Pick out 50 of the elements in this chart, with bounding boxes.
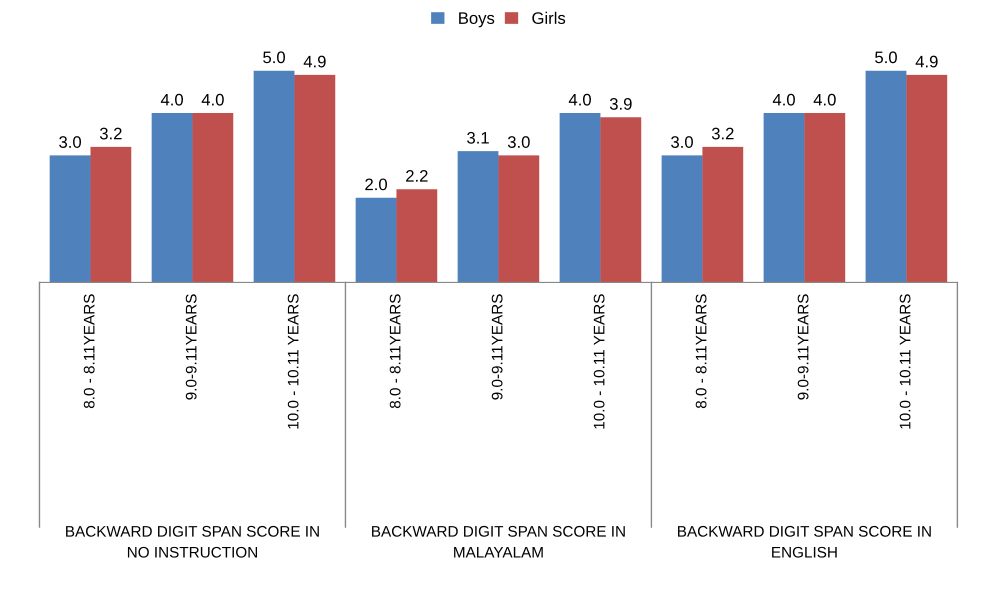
- text: BACKWARD DIGIT SPAN SCORE IN MALAYALAM: [372, 526, 625, 558]
- bar: [50, 155, 90, 282]
- data-label: 4.0: [160, 94, 183, 106]
- bar: [600, 117, 642, 282]
- legend-label: Boys: [459, 12, 494, 28]
- data-label: 4.0: [202, 94, 224, 106]
- bar: [356, 198, 396, 282]
- data-label: 3.0: [59, 136, 82, 148]
- data-label: 4.9: [304, 56, 326, 68]
- bar: [804, 113, 846, 282]
- data-label: 3.9: [610, 98, 632, 110]
- data-label: 3.0: [508, 136, 530, 148]
- bar: [662, 155, 702, 282]
- bar: [152, 113, 192, 282]
- data-label: 4.0: [814, 94, 836, 106]
- data-label: 3.1: [467, 132, 489, 144]
- x-tick-label: 10.0 - 10.11 YEARS: [288, 294, 299, 429]
- x-tick-label: 9.0-9.11YEARS: [798, 294, 809, 400]
- data-label: 2.0: [365, 178, 387, 190]
- data-label: 5.0: [263, 51, 285, 64]
- legend-label: Girls: [532, 12, 566, 24]
- x-tick-label: 8.0 - 8.11YEARS: [390, 294, 401, 408]
- data-label: 3.2: [712, 128, 734, 140]
- bar: [866, 70, 906, 282]
- x-tick-label: 10.0 - 10.11 YEARS: [900, 294, 910, 429]
- data-label: 5.0: [875, 51, 897, 64]
- bar: [192, 113, 234, 282]
- x-tick-label: 9.0-9.11YEARS: [492, 294, 503, 400]
- data-label: 4.0: [568, 94, 591, 106]
- data-label: 4.9: [916, 56, 938, 68]
- text: BACKWARD DIGIT SPAN SCORE IN NO INSTRUCTION: [66, 526, 319, 558]
- x-tick-label: 10.0 - 10.11 YEARS: [594, 294, 605, 429]
- bar: [294, 74, 336, 282]
- bar: [458, 151, 498, 282]
- bar: [906, 74, 948, 282]
- bar: [764, 113, 804, 282]
- bar: [396, 189, 438, 282]
- data-label: 2.2: [406, 170, 428, 182]
- bar: [702, 146, 744, 282]
- x-tick-label: 9.0-9.11YEARS: [186, 294, 197, 400]
- x-tick-label: 8.0 - 8.11YEARS: [696, 294, 707, 408]
- data-label: 3.0: [671, 136, 693, 148]
- x-tick-label: 8.0 - 8.11YEARS: [84, 294, 95, 408]
- bar: [560, 113, 600, 282]
- bar: [498, 155, 540, 282]
- bar: [254, 70, 294, 282]
- bar: [90, 146, 132, 282]
- data-label: 4.0: [772, 94, 795, 106]
- text: BACKWARD DIGIT SPAN SCORE IN ENGLISH: [678, 526, 931, 558]
- data-label: 3.2: [100, 128, 122, 140]
